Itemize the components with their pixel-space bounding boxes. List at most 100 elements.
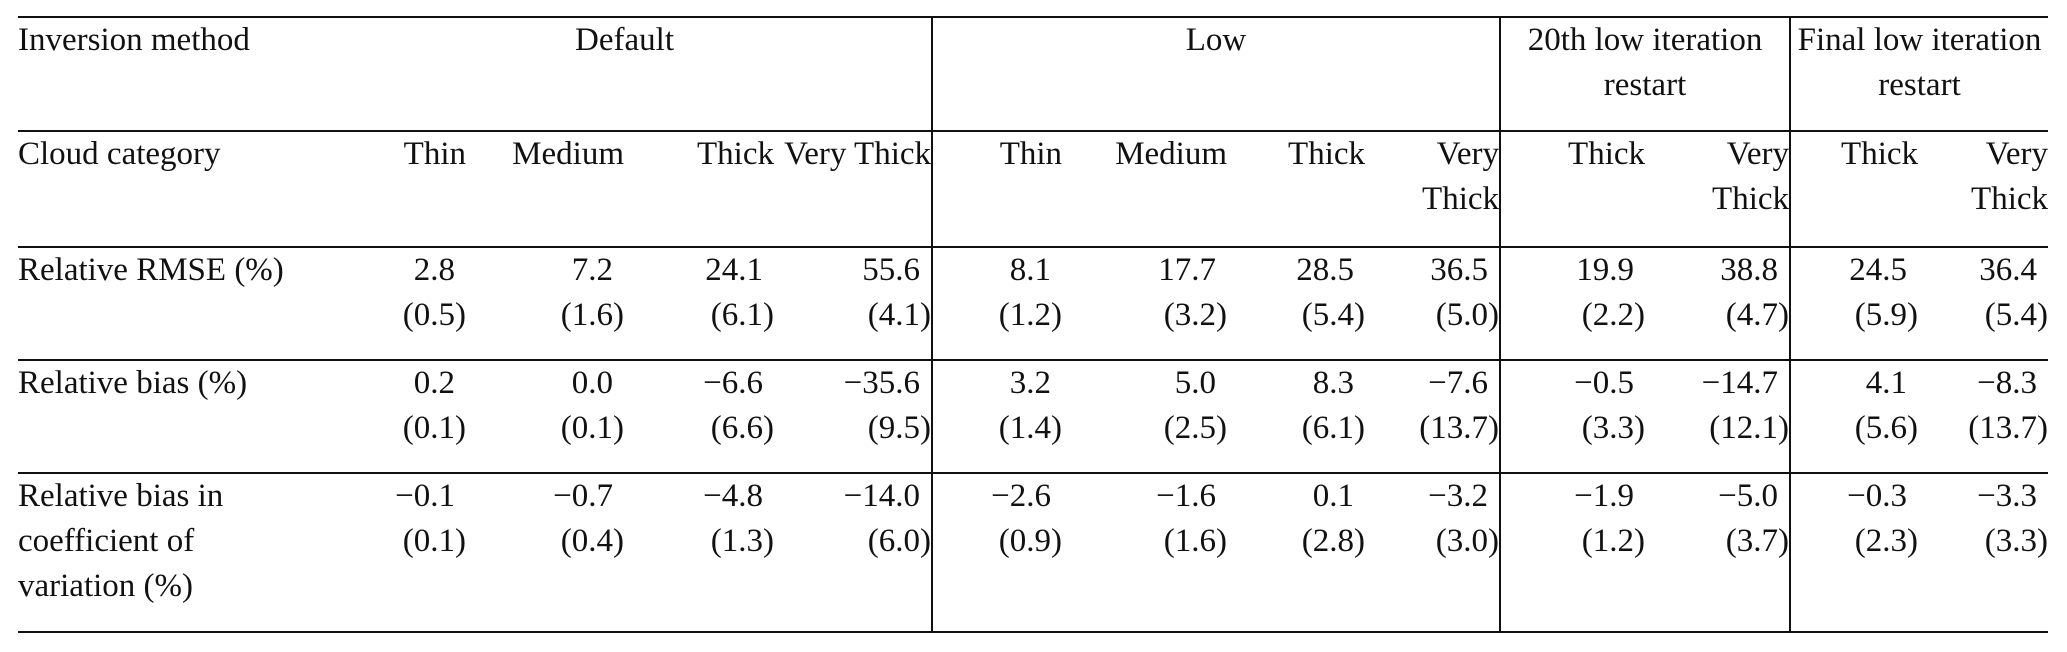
- cell-value: −14.7: [1701, 365, 1779, 401]
- cell-value: 8.3: [1312, 365, 1355, 401]
- cell: 19.9 (2.2): [1499, 247, 1646, 361]
- cell: 24.5 (5.9): [1789, 247, 1919, 361]
- cell-uncertainty: (12.1): [1709, 410, 1790, 446]
- cell-value: 38.8: [1720, 252, 1779, 288]
- cell-value: −6.6: [703, 365, 763, 401]
- cell-value: 17.7: [1158, 252, 1217, 288]
- col-header-default-medium: Medium: [466, 131, 624, 248]
- cell: −1.9 (1.2): [1499, 473, 1646, 633]
- cell: 36.4 (5.4): [1918, 247, 2049, 361]
- cell: −0.1 (0.1): [318, 473, 466, 633]
- col-header-final-thick: Thick: [1789, 131, 1919, 248]
- cell: −7.6 (13.7): [1365, 360, 1501, 474]
- cell-value: 3.2: [1009, 365, 1052, 401]
- cell-value: −3.3: [1977, 478, 2038, 514]
- cell-uncertainty: (6.6): [710, 410, 774, 446]
- cell: 36.5 (5.0): [1365, 247, 1501, 361]
- cell-uncertainty: (2.3): [1854, 523, 1919, 559]
- cell-uncertainty: (1.6): [1163, 523, 1228, 559]
- inversion-method-label: Inversion method: [18, 16, 318, 132]
- cell: −14.0 (6.0): [774, 473, 933, 633]
- group-header-default-text: Default: [575, 22, 674, 58]
- cell: 0.2 (0.1): [318, 360, 466, 474]
- cell-value: 55.6: [862, 252, 921, 288]
- cell: 8.1 (1.2): [931, 247, 1063, 361]
- cell-uncertainty: (0.4): [560, 523, 624, 559]
- cell: 55.6 (4.1): [774, 247, 933, 361]
- cell-value: −0.5: [1574, 365, 1635, 401]
- cell-uncertainty: (1.6): [560, 297, 624, 333]
- cell-uncertainty: (5.4): [1301, 297, 1366, 333]
- cell: 2.8 (0.5): [318, 247, 466, 361]
- cell-uncertainty: (9.5): [867, 410, 932, 446]
- group-header-final-restart: Final low iteration restart: [1789, 16, 2049, 132]
- cell: −4.8 (1.3): [624, 473, 774, 633]
- cell-value: −35.6: [843, 365, 921, 401]
- cell-value: 8.1: [1009, 252, 1052, 288]
- cell-value: 0.1: [1312, 478, 1355, 514]
- cell: −0.5 (3.3): [1499, 360, 1646, 474]
- col-header-default-very-thick: Very Thick: [774, 131, 933, 248]
- cell-value: −0.7: [553, 478, 613, 514]
- cell-value: 5.0: [1174, 365, 1217, 401]
- cell: 4.1 (5.6): [1789, 360, 1919, 474]
- cell-value: 36.5: [1430, 252, 1489, 288]
- row-label: Relative bias in coefficient of variatio…: [18, 473, 318, 633]
- cell: 8.3 (6.1): [1227, 360, 1366, 474]
- cell: −1.6 (1.6): [1062, 473, 1228, 633]
- cell: −35.6 (9.5): [774, 360, 933, 474]
- cell-uncertainty: (4.7): [1725, 297, 1790, 333]
- col-header-low-thin: Thin: [931, 131, 1063, 248]
- cell-value: −2.6: [991, 478, 1052, 514]
- table-row-relative-rmse: Relative RMSE (%) 2.8 (0.5) 7.2 (1.6) 24.1…: [18, 247, 2049, 361]
- cell-uncertainty: (0.1): [402, 523, 466, 559]
- table-row-relative-bias-cv: Relative bias in coefficient of variatio…: [18, 473, 2049, 633]
- group-header-low: Low: [931, 16, 1501, 132]
- cell-uncertainty: (0.1): [402, 410, 466, 446]
- cell-uncertainty: (0.9): [998, 523, 1063, 559]
- cell: 17.7 (3.2): [1062, 247, 1228, 361]
- cell-uncertainty: (13.7): [1968, 410, 2049, 446]
- row-label: Relative RMSE (%): [18, 247, 318, 361]
- col-header-low-medium: Medium: [1062, 131, 1228, 248]
- cell: −2.6 (0.9): [931, 473, 1063, 633]
- cell-uncertainty: (1.3): [710, 523, 774, 559]
- cell-uncertainty: (6.0): [867, 523, 932, 559]
- cell: −0.3 (2.3): [1789, 473, 1919, 633]
- table-row-relative-bias: Relative bias (%) 0.2 (0.1) 0.0 (0.1) −6.6…: [18, 360, 2049, 474]
- cell-uncertainty: (3.3): [1581, 410, 1646, 446]
- cell-uncertainty: (1.2): [1581, 523, 1646, 559]
- cell-uncertainty: (3.3): [1984, 523, 2049, 559]
- cell: 5.0 (2.5): [1062, 360, 1228, 474]
- cell-value: −14.0: [843, 478, 921, 514]
- cell-value: 2.8: [413, 252, 455, 288]
- cell-value: −5.0: [1718, 478, 1779, 514]
- cell-uncertainty: (3.0): [1435, 523, 1500, 559]
- results-table: Inversion method Default Low 20th low it…: [18, 16, 2049, 633]
- cell-uncertainty: (0.1): [560, 410, 624, 446]
- cell: 3.2 (1.4): [931, 360, 1063, 474]
- cell-value: 28.5: [1296, 252, 1355, 288]
- group-header-low-text: Low: [1185, 22, 1247, 58]
- cell-value: 19.9: [1576, 252, 1635, 288]
- group-header-default: Default: [318, 16, 933, 132]
- cell-uncertainty: (1.4): [998, 410, 1063, 446]
- cell: 38.8 (4.7): [1645, 247, 1791, 361]
- cell: −14.7 (12.1): [1645, 360, 1791, 474]
- cell-value: 4.1: [1865, 365, 1908, 401]
- col-header-20th-very-thick: Very Thick: [1645, 131, 1791, 248]
- group-header-final-restart-text: Final low iteration restart: [1797, 22, 2042, 103]
- cell: −3.2 (3.0): [1365, 473, 1501, 633]
- cell-value: −1.6: [1156, 478, 1217, 514]
- col-header-default-thin: Thin: [318, 131, 466, 248]
- cell: −6.6 (6.6): [624, 360, 774, 474]
- col-header-final-very-thick: Very Thick: [1918, 131, 2049, 248]
- cell-value: −4.8: [703, 478, 763, 514]
- cell-value: 24.5: [1849, 252, 1908, 288]
- cell-uncertainty: (5.9): [1854, 297, 1919, 333]
- cell-uncertainty: (5.0): [1435, 297, 1500, 333]
- col-header-default-thick: Thick: [624, 131, 774, 248]
- cell-uncertainty: (4.1): [867, 297, 932, 333]
- cell: 7.2 (1.6): [466, 247, 624, 361]
